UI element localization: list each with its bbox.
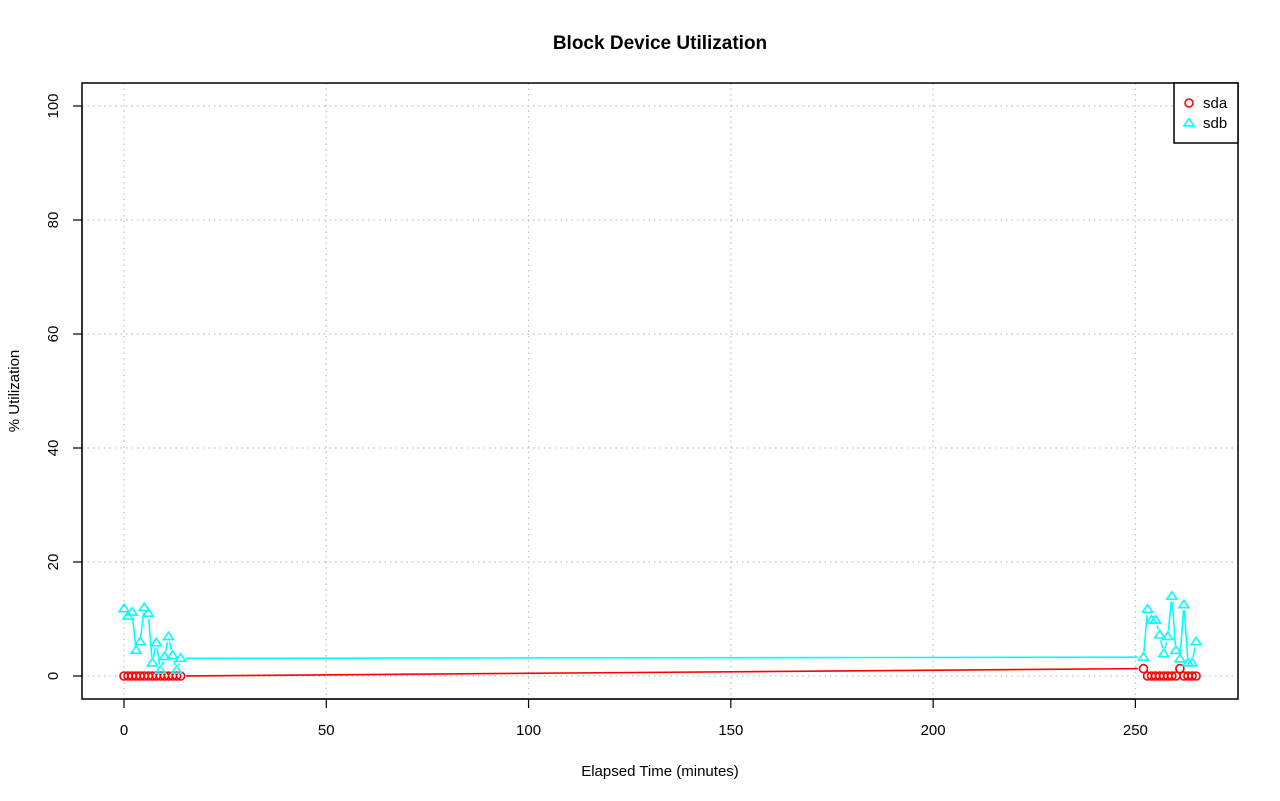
data-point: [1169, 644, 1183, 655]
series-line-segment: [1164, 641, 1168, 649]
plot-border: [81, 82, 1239, 700]
data-point: [1167, 671, 1177, 681]
axes: 0 50 100 150 200 250 0 20 40 60 80 100: [45, 93, 1148, 739]
series-line-segment: [131, 617, 137, 645]
y-axis-title: % Utilization: [6, 350, 23, 433]
data-point: [170, 664, 184, 675]
data-point: [153, 664, 167, 675]
series-line-segment: [164, 641, 169, 652]
legend-box: [1173, 82, 1239, 144]
grid: [82, 83, 1238, 699]
data-point: [145, 656, 159, 667]
series-line-segment: [152, 648, 157, 658]
data-point: [137, 601, 151, 612]
series-line-segment: [186, 656, 1138, 660]
data-point: [1153, 629, 1167, 639]
legend-marker-sdb: [1182, 117, 1196, 127]
data-point: [149, 637, 163, 647]
data-point: [1149, 614, 1163, 624]
data-point: [1191, 671, 1201, 681]
series-line-segment: [156, 648, 161, 665]
data-point: [133, 635, 147, 646]
data-point: [129, 644, 143, 655]
data-point: [1177, 598, 1191, 609]
x-tick-label: 250: [1123, 722, 1148, 739]
data-point: [174, 652, 188, 663]
series-line-segment: [1179, 610, 1185, 654]
y-tick-label: 80: [45, 212, 62, 229]
y-tick-label: 40: [45, 440, 62, 457]
data-point: [117, 602, 131, 613]
y-tick-label: 100: [45, 93, 62, 118]
data-point: [1138, 663, 1149, 674]
series-sdb: [117, 590, 1203, 675]
series-line-segment: [1160, 640, 1164, 649]
series-line-segment: [186, 667, 1138, 677]
x-tick-label: 100: [516, 722, 541, 739]
data-point: [1185, 656, 1199, 667]
x-tick-label: 50: [318, 722, 335, 739]
series-line-segment: [1183, 610, 1189, 658]
data-point: [1187, 671, 1197, 681]
data-point: [1173, 652, 1187, 663]
data-point: [1161, 630, 1175, 641]
data-point: [125, 606, 139, 616]
chart-title: Block Device Utilization: [553, 33, 767, 54]
series-line-segment: [161, 661, 164, 666]
y-tick-label: 20: [45, 554, 62, 571]
x-tick-label: 150: [718, 722, 743, 739]
series-line-segment: [177, 663, 180, 666]
series-line-segment: [1143, 614, 1148, 652]
series-line-segment: [173, 660, 176, 666]
data-point: [1141, 603, 1155, 614]
series-sda: [119, 663, 1201, 681]
series-line-segment: [1156, 625, 1159, 630]
y-tick-label: 0: [45, 672, 62, 680]
series-line-segment: [147, 618, 153, 658]
x-axis-title: Elapsed Time (minutes): [581, 763, 739, 780]
data-point: [171, 671, 182, 681]
data-point: [1157, 647, 1171, 658]
legend-marker-sda: [1184, 98, 1194, 108]
data-point: [161, 630, 176, 641]
series-line-segment: [1171, 601, 1177, 645]
x-tick-label: 200: [921, 722, 946, 739]
data-point: [157, 650, 171, 661]
legend-label-sda: sda: [1203, 95, 1228, 112]
data-point: [1175, 663, 1185, 674]
legend: sda sdb: [1173, 82, 1239, 144]
series-line-segment: [168, 641, 173, 651]
data-point: [1165, 590, 1179, 600]
data-point: [1189, 635, 1203, 646]
legend-label-sdb: sdb: [1203, 115, 1227, 132]
data-point: [1136, 651, 1150, 661]
data-point: [141, 607, 155, 618]
x-tick-label: 0: [120, 722, 128, 739]
series-line-segment: [1192, 647, 1196, 658]
series-line-segment: [1167, 601, 1173, 632]
data-point: [166, 649, 180, 660]
y-tick-label: 60: [45, 326, 62, 343]
plot-series: [117, 590, 1203, 681]
